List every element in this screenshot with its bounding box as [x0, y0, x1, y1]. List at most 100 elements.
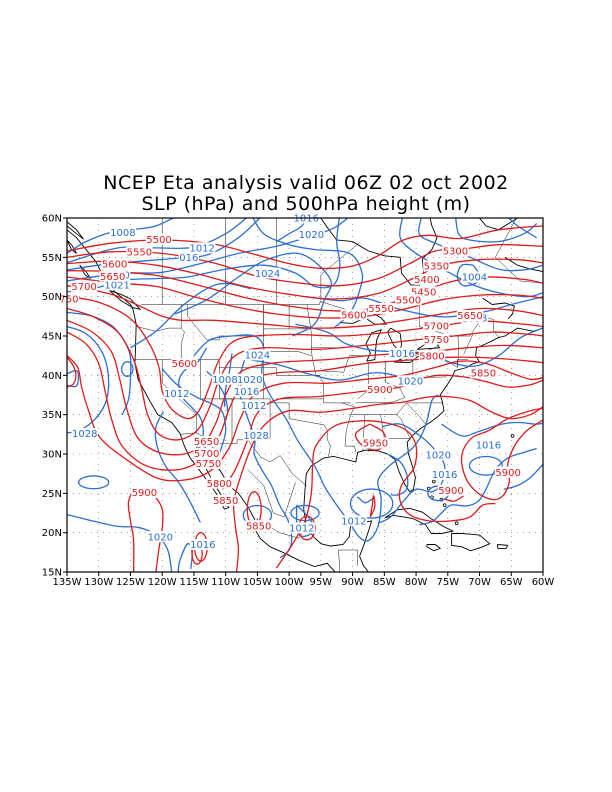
political-border — [320, 243, 360, 301]
slp-label-bg — [242, 429, 270, 441]
slp-label-bg — [233, 385, 260, 397]
height-label: 5900 — [438, 486, 463, 497]
slp-isobar — [295, 504, 316, 537]
coastline — [109, 289, 142, 311]
x-tick-label: 75W — [436, 577, 459, 588]
y-tick-label: 35N — [42, 410, 62, 421]
height-label: 5650 — [457, 311, 482, 322]
x-tick-label: 135W — [53, 577, 82, 588]
height-contour — [275, 420, 496, 569]
slp-label: 1024 — [255, 269, 280, 280]
political-border — [141, 301, 356, 313]
contour-label-layer: 1008101201610201021101610201024100410081… — [58, 212, 522, 551]
slp-label: 1024 — [245, 351, 270, 362]
political-border — [200, 359, 233, 444]
political-border — [263, 351, 312, 356]
political-border — [306, 304, 319, 376]
slp-closed-isobar — [77, 475, 110, 490]
x-tick-label: 125W — [116, 577, 145, 588]
height-label: 5300 — [443, 247, 468, 258]
height-contour — [67, 307, 543, 441]
height-contour — [127, 488, 164, 572]
height-label: 5850 — [471, 369, 496, 380]
height-label: 5700 — [424, 321, 449, 332]
coastline — [504, 256, 543, 272]
slp-label-bg — [240, 399, 267, 411]
island — [432, 479, 436, 484]
slp-isobar — [154, 411, 201, 523]
height-label-bg — [418, 350, 446, 362]
slp-label: 1021 — [104, 281, 129, 292]
height-label-bg — [340, 309, 368, 321]
map-subtitle: SLP (hPa) and 500hPa height (m) — [141, 193, 471, 215]
slp-isobar — [193, 334, 439, 542]
slp-label-bg — [109, 226, 137, 238]
political-border — [495, 218, 543, 284]
political-border — [400, 316, 499, 363]
slp-isobar — [503, 463, 543, 491]
island — [442, 503, 447, 507]
height-label-bg — [367, 302, 395, 314]
slp-label: 1016 — [389, 349, 414, 360]
slp-label: 1020 — [148, 532, 173, 543]
slp-isobar — [67, 513, 173, 572]
slp-label-bg — [71, 428, 98, 440]
height-label-bg — [193, 447, 220, 459]
x-tick-label: 60W — [532, 577, 555, 588]
height-label: 5650 — [100, 272, 125, 283]
height-contour — [354, 423, 387, 451]
political-border — [180, 304, 185, 360]
y-tick-label: 50N — [42, 292, 62, 303]
slp-label: 1016 — [432, 470, 457, 481]
height-contour — [460, 407, 543, 501]
coastline — [426, 544, 442, 552]
height-label: 5700 — [194, 449, 219, 460]
slp-isobar — [67, 218, 261, 271]
height-label-bg — [410, 286, 437, 298]
political-border — [270, 402, 331, 457]
slp-label: 1012 — [241, 401, 266, 412]
slp-label-bg — [211, 373, 239, 385]
height-label-bg — [58, 293, 80, 305]
slp-isobar — [248, 358, 416, 386]
height-contour — [67, 331, 543, 471]
political-border — [161, 359, 197, 433]
coastline — [67, 239, 77, 254]
height-label-bg — [395, 294, 422, 306]
slp-label-bg — [425, 449, 452, 461]
slp-isobar — [304, 296, 543, 318]
political-border — [355, 382, 406, 404]
political-border — [136, 326, 182, 332]
slp-label-bg — [461, 271, 488, 283]
x-tick-label: 130W — [84, 577, 113, 588]
height-label-bg — [195, 457, 222, 469]
height-contour — [67, 258, 543, 300]
height-label: 5400 — [414, 275, 439, 286]
slp-label-bg — [340, 515, 368, 527]
slp-label-bg — [189, 538, 217, 550]
height-label: 5750 — [424, 335, 449, 346]
height-label-bg — [101, 258, 128, 270]
political-border — [338, 549, 358, 572]
height-label: 5450 — [411, 288, 436, 299]
slp-label-bg — [388, 347, 416, 359]
slp-label: 1016 — [190, 540, 215, 551]
coastline — [393, 352, 424, 364]
slp-label-bg — [288, 522, 316, 534]
slp-label-bg — [103, 279, 131, 291]
x-tick-label: 70W — [468, 577, 491, 588]
slp-label: 1016 — [234, 387, 259, 398]
height-label-bg — [423, 260, 450, 272]
island — [454, 521, 459, 526]
slp-label: 1012 — [189, 244, 214, 255]
slp-closed-isobar — [468, 455, 503, 476]
coastline — [451, 533, 491, 552]
x-tick-label: 85W — [373, 577, 396, 588]
height-label-bg — [494, 466, 522, 478]
height-label: 5500 — [396, 296, 421, 307]
height-label-bg — [126, 246, 153, 258]
height-label: 5950 — [363, 439, 388, 450]
height-label: 5800 — [419, 351, 444, 362]
slp-label-bg — [163, 387, 190, 399]
